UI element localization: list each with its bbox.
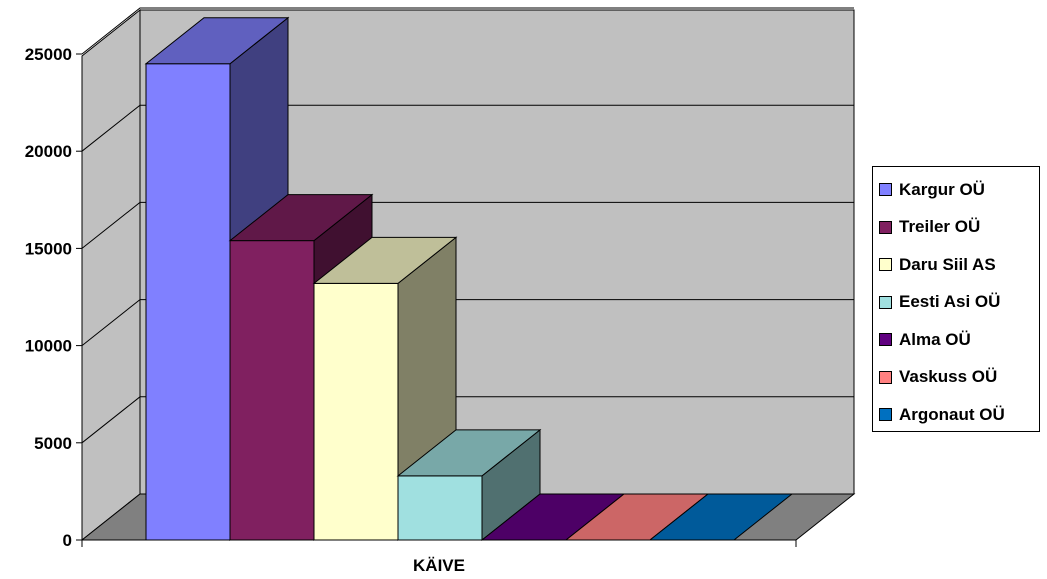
y-tick-label-25000: 25000 [25, 45, 72, 64]
legend-label: Vaskuss OÜ [899, 367, 998, 387]
y-tick-label-5000: 5000 [34, 434, 72, 453]
legend-label: Daru Siil AS [899, 254, 996, 274]
legend-swatch [879, 258, 892, 272]
legend-item: Daru Siil AS [879, 246, 1039, 284]
y-tick-label-0: 0 [63, 531, 72, 550]
gridline-5000 [81, 396, 854, 444]
bar-front [397, 475, 483, 541]
x-category-label: KÄIVE [413, 556, 465, 575]
bar-eesti-asi-oü [396, 428, 542, 542]
legend-label: Argonaut OÜ [899, 404, 1005, 424]
legend-swatch [879, 333, 892, 347]
y-tick-label-10000: 10000 [25, 337, 72, 356]
bar-front [145, 63, 231, 541]
legend-item: Eesti Asi OÜ [879, 284, 1039, 322]
legend-swatch [879, 220, 892, 234]
legend-swatch [879, 408, 892, 422]
y-tick-label-15000: 15000 [25, 239, 72, 258]
legend-label: Alma OÜ [899, 329, 971, 349]
legend-item: Vaskuss OÜ [879, 359, 1039, 397]
bar-top [228, 194, 374, 242]
legend-item: Kargur OÜ [879, 171, 1039, 209]
legend-label: Treiler OÜ [899, 217, 981, 237]
x-axis-category-labels: KÄIVE [413, 556, 465, 575]
bar-front [229, 240, 315, 541]
bar-top [396, 429, 542, 477]
legend-swatch [879, 183, 892, 197]
legend-item: Argonaut OÜ [879, 396, 1039, 434]
bar-top [144, 17, 290, 65]
legend-label: Kargur OÜ [899, 179, 985, 199]
bar-top [312, 236, 458, 284]
legend-item: Treiler OÜ [879, 209, 1039, 247]
y-tick-label-20000: 20000 [25, 142, 72, 161]
legend-swatch [879, 295, 892, 309]
chart-bars [144, 16, 794, 542]
chart-axes [76, 53, 797, 547]
gridline-15000 [81, 201, 854, 249]
gridline-10000 [81, 299, 854, 346]
bar-front [313, 282, 399, 541]
chart-gridlines [81, 7, 854, 444]
chart-legend: Kargur OÜ Treiler OÜ Daru Siil AS Eesti Asi… [872, 166, 1040, 432]
left-wall [81, 8, 141, 542]
legend-swatch [879, 370, 892, 384]
gridline-20000 [81, 104, 854, 152]
legend-label: Eesti Asi OÜ [899, 292, 1001, 312]
legend-item: Alma OÜ [879, 321, 1039, 359]
gridline-25000 [81, 7, 854, 55]
y-axis-tick-labels: 0 5000 10000 15000 20000 25000 [25, 45, 72, 550]
